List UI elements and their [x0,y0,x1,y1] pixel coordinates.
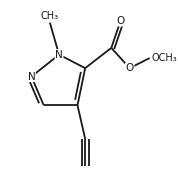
Text: N: N [55,50,63,60]
Text: CH₃: CH₃ [41,11,59,21]
Text: N: N [28,72,35,82]
Text: OCH₃: OCH₃ [151,53,177,63]
Text: O: O [126,63,134,73]
Text: O: O [116,16,125,26]
